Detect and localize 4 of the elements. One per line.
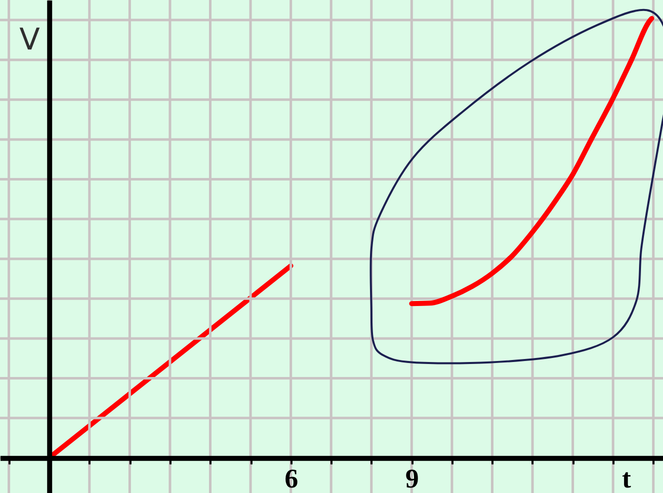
y-axis-title: V bbox=[19, 22, 40, 58]
x-tick-label: 9 bbox=[405, 463, 419, 493]
x-axis-title: t bbox=[622, 463, 631, 493]
x-tick-label: 6 bbox=[284, 463, 298, 493]
